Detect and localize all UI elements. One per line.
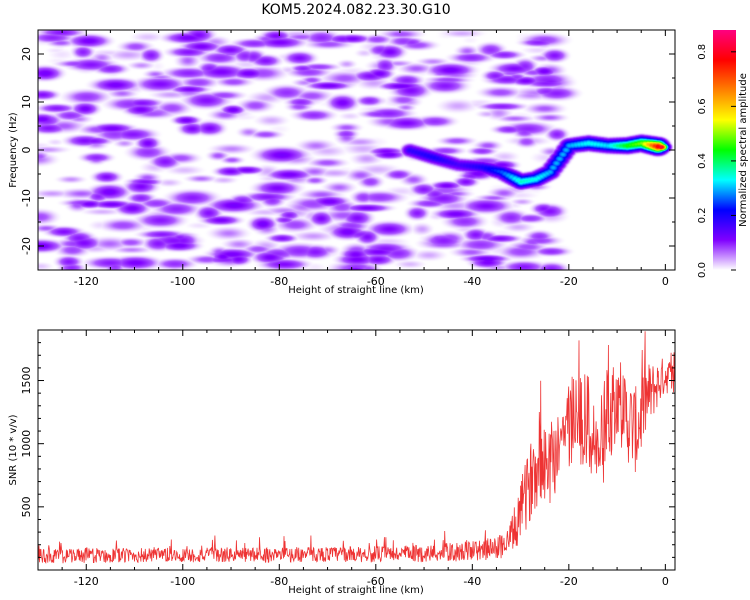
snr-x-label: Height of straight line (km)	[288, 585, 424, 596]
x-tick-label: -80	[270, 275, 288, 288]
y-tick-label: 10	[20, 95, 33, 109]
y-tick-label: -10	[20, 189, 33, 207]
colorbar-tick-label: 0.8	[697, 44, 708, 60]
x-tick-label: -120	[74, 575, 99, 588]
snr-series-line	[37, 331, 676, 564]
x-tick-label: -100	[170, 575, 195, 588]
snr-y-tick-label: 500	[20, 496, 33, 517]
colorbar-label: Normalized spectral amplitude	[738, 73, 749, 227]
snr-panel: -120 -100 -80 -60 -40 -20 0 500 1000 1500 Height…	[8, 329, 676, 596]
snr-y-tick-label: 1000	[20, 430, 33, 458]
figure-title: KOM5.2024.082.23.30.G10	[261, 2, 450, 18]
x-tick-label: -80	[270, 575, 288, 588]
colorbar-tick-label: 0.2	[697, 208, 708, 224]
spectrogram-x-ticks: -120 -100 -80 -60 -40 -20 0	[37, 30, 669, 288]
colorbar-tick-label: 0.6	[697, 98, 708, 114]
colorbar-gradient	[713, 30, 736, 270]
y-tick-label: -20	[20, 237, 33, 255]
x-tick-label: -40	[463, 575, 481, 588]
snr-y-ticks: 500 1000 1500	[20, 342, 675, 558]
x-tick-label: -20	[560, 275, 578, 288]
y-tick-label: 0	[20, 147, 33, 154]
x-tick-label: -120	[74, 275, 99, 288]
snr-frame	[37, 329, 676, 571]
snr-y-tick-label: 1500	[20, 367, 33, 395]
spectrogram-x-label: Height of straight line (km)	[288, 285, 424, 296]
colorbar: 0.0 0.2 0.4 0.6 0.8 Normalized spectral ampl…	[697, 30, 749, 278]
y-tick-label: 20	[20, 47, 33, 61]
x-tick-label: -60	[367, 575, 385, 588]
x-tick-label: 0	[662, 575, 669, 588]
colorbar-tick-label: 0.0	[697, 262, 708, 278]
snr-y-label: SNR (10 * v/v)	[8, 414, 19, 485]
x-tick-label: -20	[560, 575, 578, 588]
colorbar-tick-label: 0.4	[697, 153, 708, 169]
x-tick-label: -100	[170, 275, 195, 288]
spectrogram-y-label: Frequency (Hz)	[8, 112, 19, 188]
spectrogram-y-ticks: -20 -10 0 10 20	[20, 29, 675, 271]
x-tick-label: -60	[367, 275, 385, 288]
colorbar-ticks: 0.0 0.2 0.4 0.6 0.8	[697, 44, 736, 278]
x-tick-label: -40	[463, 275, 481, 288]
spectrogram-raster	[38, 30, 675, 270]
snr-x-ticks: -120 -100 -80 -60 -40 -20 0	[37, 330, 669, 588]
x-tick-label: 0	[662, 275, 669, 288]
spectrogram-image	[38, 30, 675, 270]
